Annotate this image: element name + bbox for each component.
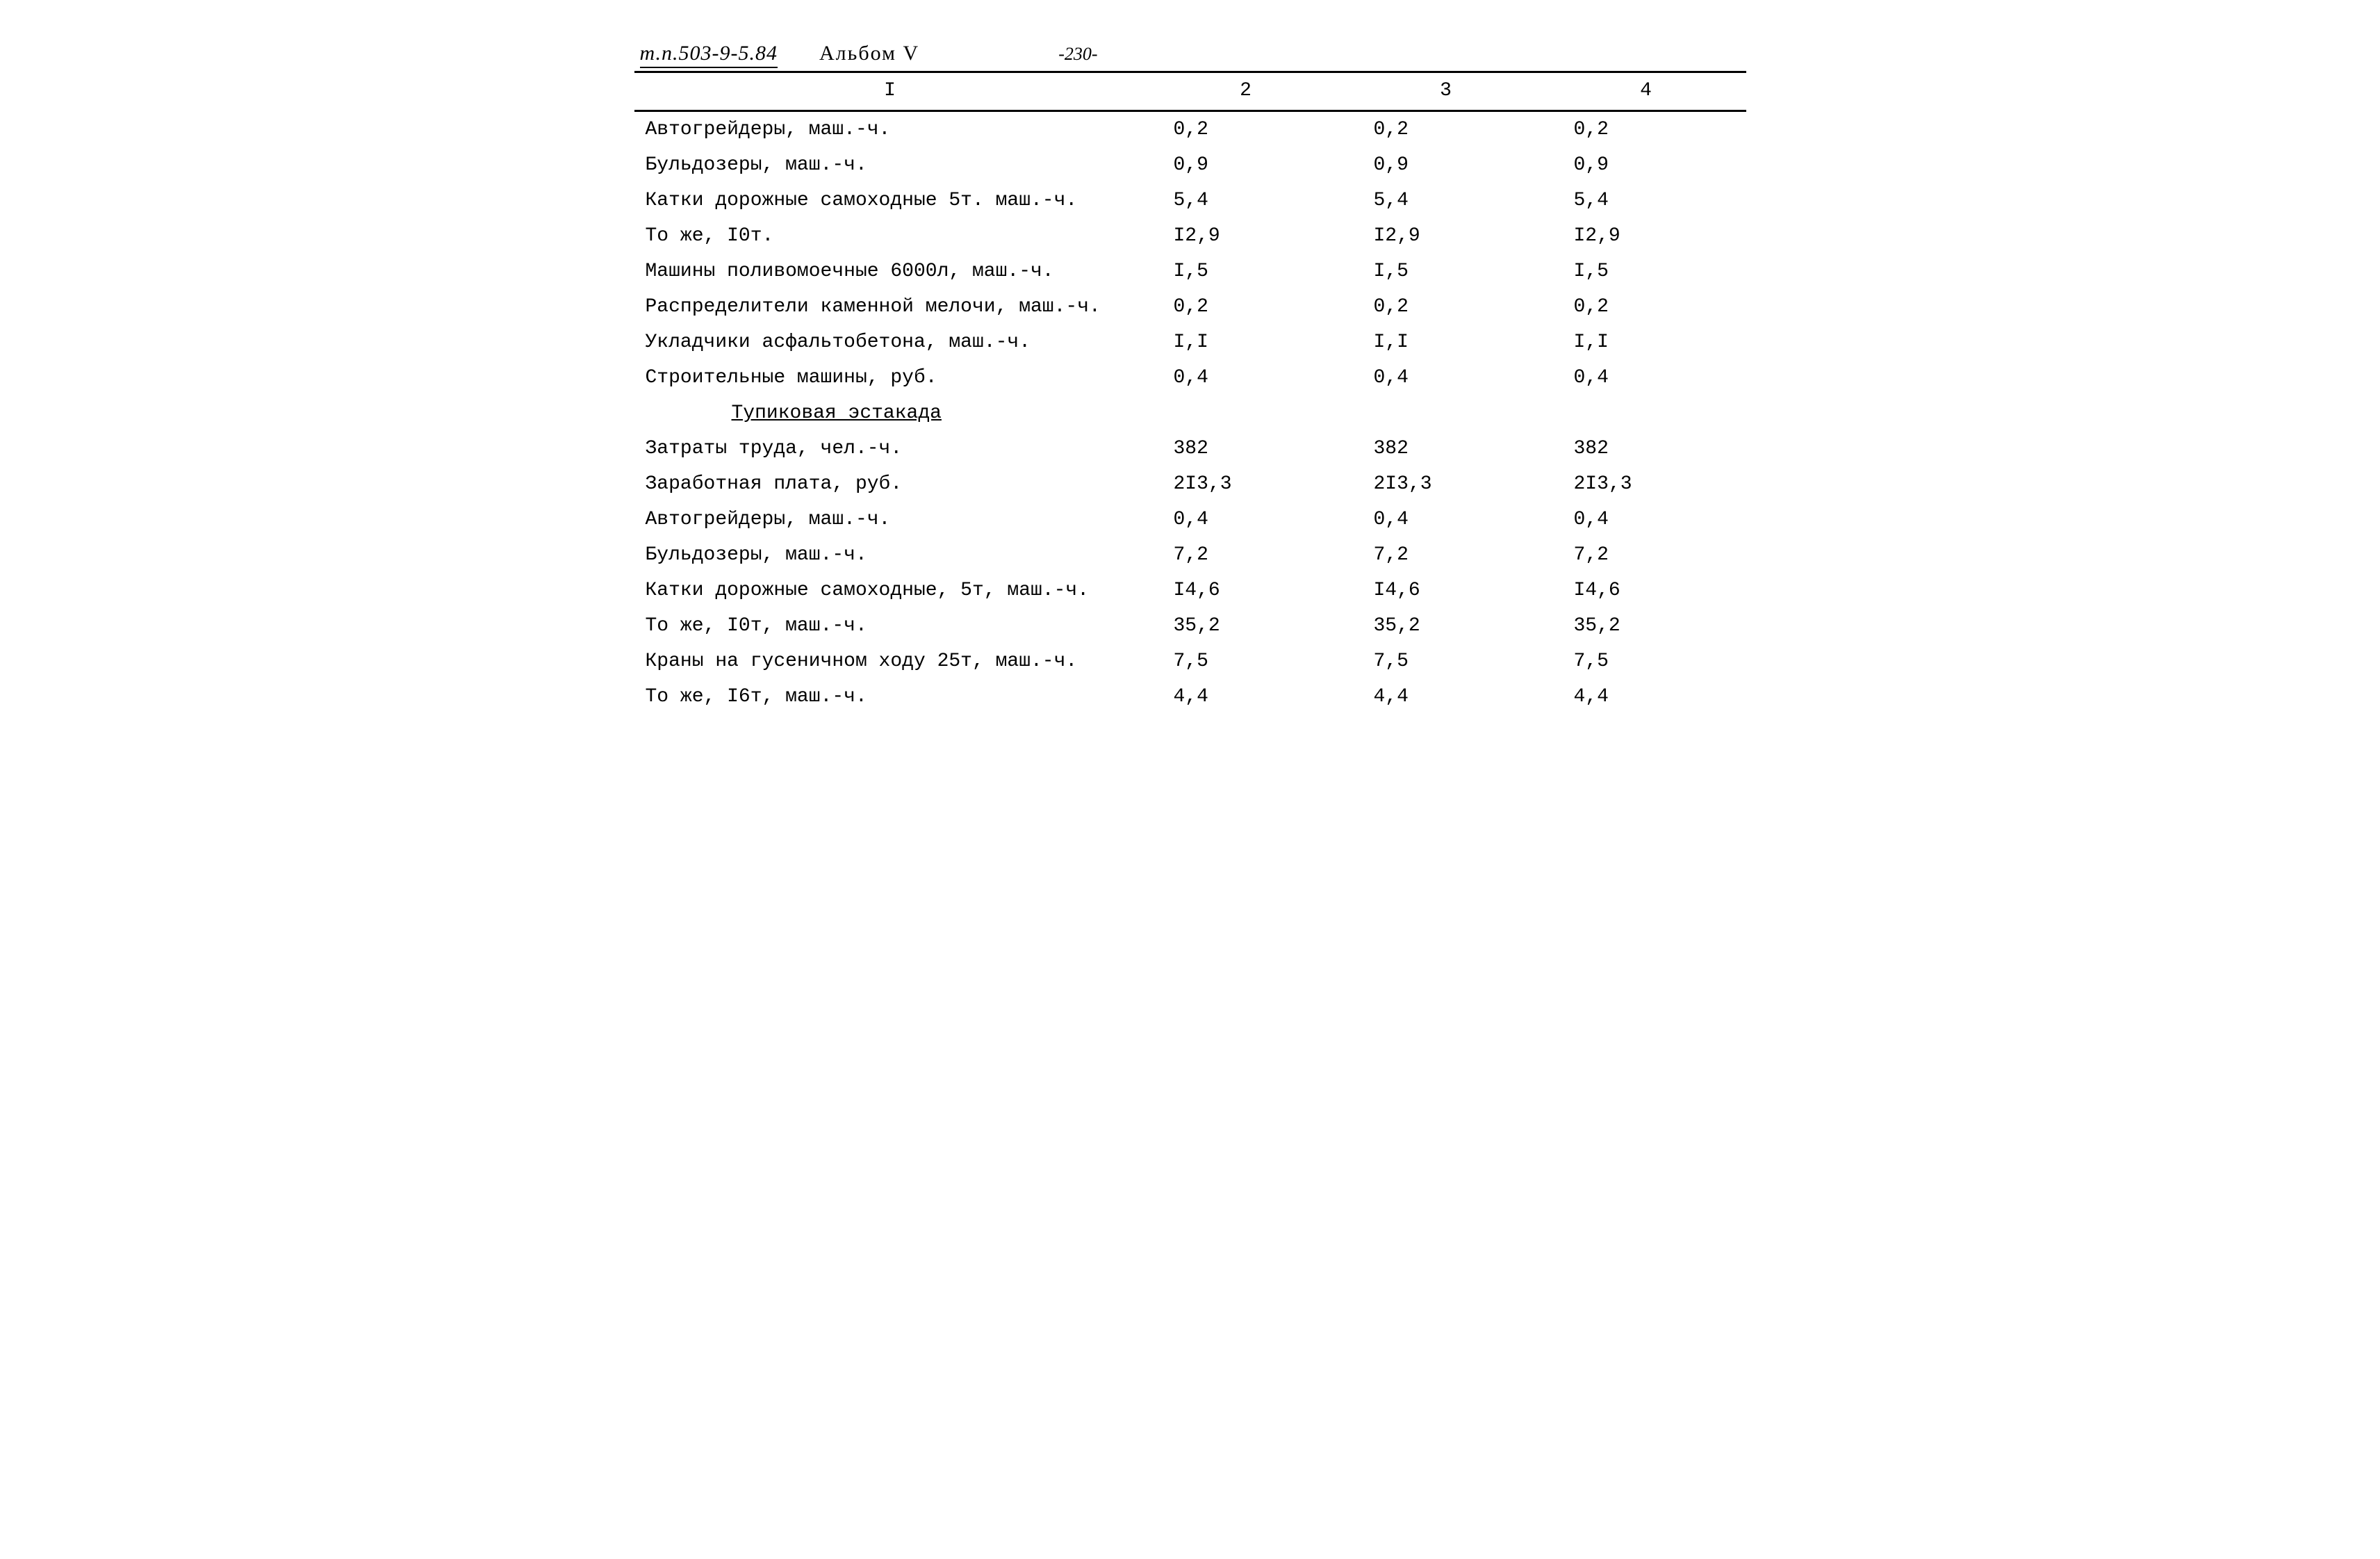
row-value-2: 4,4 xyxy=(1146,679,1346,715)
row-value-4: I,5 xyxy=(1546,254,1746,289)
section-heading-text: Тупиковая эстакада xyxy=(683,402,942,424)
row-value-2: 382 xyxy=(1146,431,1346,466)
row-value-4: 7,5 xyxy=(1546,644,1746,679)
row-label: Укладчики асфальтобетона, маш.-ч. xyxy=(634,325,1146,360)
row-value-3: 0,2 xyxy=(1346,289,1546,325)
row-value-3: I2,9 xyxy=(1346,218,1546,254)
table-row: То же, I6т, маш.-ч.4,44,44,4 xyxy=(634,679,1746,715)
row-value-2: 0,4 xyxy=(1146,502,1346,537)
col-header-3: 3 xyxy=(1346,72,1546,111)
row-value-3: 4,4 xyxy=(1346,679,1546,715)
row-value-3: 382 xyxy=(1346,431,1546,466)
page-number: -230- xyxy=(1058,44,1097,65)
row-label: Автогрейдеры, маш.-ч. xyxy=(634,111,1146,148)
row-value-3: 0,9 xyxy=(1346,147,1546,183)
row-value-2: I,5 xyxy=(1146,254,1346,289)
row-value-2: 0,9 xyxy=(1146,147,1346,183)
table-header-row: I 2 3 4 xyxy=(634,72,1746,111)
row-value-4: 7,2 xyxy=(1546,537,1746,573)
row-value-4: I,I xyxy=(1546,325,1746,360)
section-heading: Тупиковая эстакада xyxy=(634,395,1746,431)
data-table: I 2 3 4 Автогрейдеры, маш.-ч.0,20,20,2Бу… xyxy=(634,71,1746,715)
table-row: Автогрейдеры, маш.-ч.0,20,20,2 xyxy=(634,111,1746,148)
row-value-3: 0,4 xyxy=(1346,360,1546,395)
row-value-2: I2,9 xyxy=(1146,218,1346,254)
row-value-4: 5,4 xyxy=(1546,183,1746,218)
col-header-4: 4 xyxy=(1546,72,1746,111)
table-row: Распределители каменной мелочи, маш.-ч.0… xyxy=(634,289,1746,325)
row-value-4: 0,9 xyxy=(1546,147,1746,183)
table-body: Автогрейдеры, маш.-ч.0,20,20,2Бульдозеры… xyxy=(634,111,1746,715)
row-label: Краны на гусеничном ходу 25т, маш.-ч. xyxy=(634,644,1146,679)
row-value-2: 0,2 xyxy=(1146,289,1346,325)
table-row: Бульдозеры, маш.-ч.7,27,27,2 xyxy=(634,537,1746,573)
table-row: То же, I0т, маш.-ч.35,235,235,2 xyxy=(634,608,1746,644)
doc-code: т.п.503-9-5.84 xyxy=(640,42,778,68)
row-value-4: I2,9 xyxy=(1546,218,1746,254)
row-value-4: 0,2 xyxy=(1546,111,1746,148)
table-row: Бульдозеры, маш.-ч.0,90,90,9 xyxy=(634,147,1746,183)
row-value-4: 0,4 xyxy=(1546,360,1746,395)
row-value-2: 0,2 xyxy=(1146,111,1346,148)
table-row: Машины поливомоечные 6000л, маш.-ч.I,5I,… xyxy=(634,254,1746,289)
table-row: Краны на гусеничном ходу 25т, маш.-ч.7,5… xyxy=(634,644,1746,679)
col-header-2: 2 xyxy=(1146,72,1346,111)
row-value-3: 2I3,3 xyxy=(1346,466,1546,502)
row-value-2: I4,6 xyxy=(1146,573,1346,608)
row-label: Машины поливомоечные 6000л, маш.-ч. xyxy=(634,254,1146,289)
row-value-4: 382 xyxy=(1546,431,1746,466)
row-value-3: 0,2 xyxy=(1346,111,1546,148)
row-value-2: 5,4 xyxy=(1146,183,1346,218)
row-label: Бульдозеры, маш.-ч. xyxy=(634,537,1146,573)
row-label: Строительные машины, руб. xyxy=(634,360,1146,395)
table-row: Укладчики асфальтобетона, маш.-ч.I,II,II… xyxy=(634,325,1746,360)
row-value-2: 7,5 xyxy=(1146,644,1346,679)
row-value-4: 0,4 xyxy=(1546,502,1746,537)
row-value-4: 35,2 xyxy=(1546,608,1746,644)
row-value-2: 7,2 xyxy=(1146,537,1346,573)
table-row: Катки дорожные самоходные, 5т, маш.-ч.I4… xyxy=(634,573,1746,608)
row-value-3: 7,5 xyxy=(1346,644,1546,679)
table-row: Катки дорожные самоходные 5т. маш.-ч.5,4… xyxy=(634,183,1746,218)
row-label: Заработная плата, руб. xyxy=(634,466,1146,502)
row-value-4: I4,6 xyxy=(1546,573,1746,608)
row-value-3: I,I xyxy=(1346,325,1546,360)
row-label: Затраты труда, чел.-ч. xyxy=(634,431,1146,466)
table-row: Заработная плата, руб.2I3,32I3,32I3,3 xyxy=(634,466,1746,502)
row-label: То же, I0т. xyxy=(634,218,1146,254)
col-header-1: I xyxy=(634,72,1146,111)
row-label: То же, I0т, маш.-ч. xyxy=(634,608,1146,644)
table-row: Затраты труда, чел.-ч.382382382 xyxy=(634,431,1746,466)
table-row: Строительные машины, руб.0,40,40,4 xyxy=(634,360,1746,395)
row-label: Катки дорожные самоходные 5т. маш.-ч. xyxy=(634,183,1146,218)
row-label: То же, I6т, маш.-ч. xyxy=(634,679,1146,715)
row-value-3: 7,2 xyxy=(1346,537,1546,573)
row-value-4: 2I3,3 xyxy=(1546,466,1746,502)
row-value-3: 35,2 xyxy=(1346,608,1546,644)
table-row: То же, I0т.I2,9I2,9I2,9 xyxy=(634,218,1746,254)
row-value-4: 4,4 xyxy=(1546,679,1746,715)
row-value-2: 35,2 xyxy=(1146,608,1346,644)
row-value-3: 0,4 xyxy=(1346,502,1546,537)
row-label: Катки дорожные самоходные, 5т, маш.-ч. xyxy=(634,573,1146,608)
album-label: Альбом V xyxy=(819,42,919,65)
row-value-2: 2I3,3 xyxy=(1146,466,1346,502)
row-value-2: I,I xyxy=(1146,325,1346,360)
row-value-2: 0,4 xyxy=(1146,360,1346,395)
row-value-3: I4,6 xyxy=(1346,573,1546,608)
row-value-3: 5,4 xyxy=(1346,183,1546,218)
row-label: Автогрейдеры, маш.-ч. xyxy=(634,502,1146,537)
row-label: Бульдозеры, маш.-ч. xyxy=(634,147,1146,183)
table-row: Автогрейдеры, маш.-ч.0,40,40,4 xyxy=(634,502,1746,537)
row-label: Распределители каменной мелочи, маш.-ч. xyxy=(634,289,1146,325)
page-header: т.п.503-9-5.84 Альбом V -230- xyxy=(634,42,1746,68)
row-value-3: I,5 xyxy=(1346,254,1546,289)
page: т.п.503-9-5.84 Альбом V -230- I 2 3 4 Ав… xyxy=(634,42,1746,715)
table-row: Тупиковая эстакада xyxy=(634,395,1746,431)
row-value-4: 0,2 xyxy=(1546,289,1746,325)
